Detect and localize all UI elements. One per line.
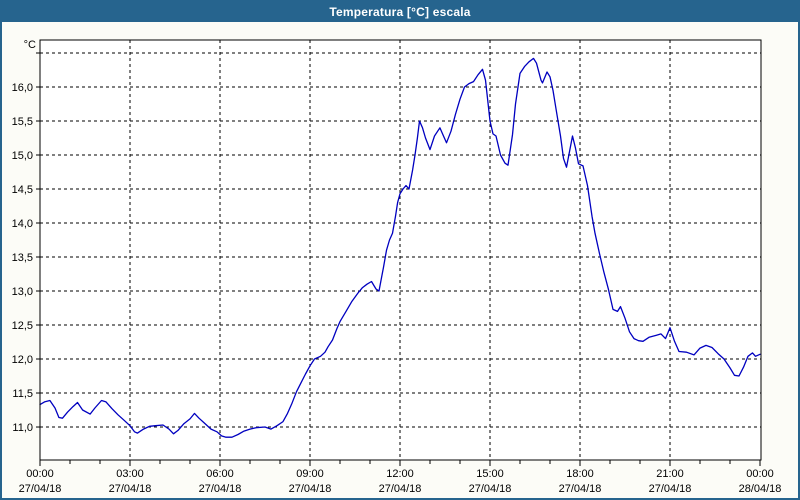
x-axis-date-label: 27/04/18: [19, 483, 62, 495]
temperature-line: [39, 57, 761, 438]
x-axis-time-label: 18:00: [566, 468, 594, 480]
x-axis-date-label: 27/04/18: [469, 483, 512, 495]
x-axis-date-label: 27/04/18: [199, 483, 242, 495]
y-axis-tick-label: 13,5: [12, 252, 33, 264]
x-axis-time-label: 15:00: [476, 468, 504, 480]
x-axis-date-label: 27/04/18: [649, 483, 692, 495]
y-axis-tick-label: 14,5: [12, 184, 33, 196]
x-axis-time-label: 12:00: [386, 468, 414, 480]
y-axis-tick-label: 11,0: [12, 422, 33, 434]
x-axis-date-label: 27/04/18: [289, 483, 332, 495]
x-axis-time-label: 00:00: [26, 468, 54, 480]
y-axis-unit-label: °C: [24, 39, 36, 51]
x-axis-time-label: 00:00: [746, 468, 774, 480]
x-axis-time-label: 03:00: [116, 468, 144, 480]
y-axis-tick-label: 14,0: [12, 218, 33, 230]
x-axis-time-label: 09:00: [296, 468, 324, 480]
y-axis-tick-label: 11,5: [12, 388, 33, 400]
y-axis-tick-label: 13,0: [12, 286, 33, 298]
x-axis-date-label: 28/04/18: [739, 483, 782, 495]
y-axis-tick-label: 15,5: [12, 116, 33, 128]
window-title: Temperatura [°C] escala: [329, 5, 471, 19]
x-axis-time-label: 21:00: [656, 468, 684, 480]
x-axis-date-label: 27/04/18: [559, 483, 602, 495]
x-axis-date-label: 27/04/18: [109, 483, 152, 495]
window-title-bar[interactable]: Temperatura [°C] escala: [2, 2, 798, 22]
y-axis-tick-label: 12,5: [12, 320, 33, 332]
y-axis-tick-label: 15,0: [12, 150, 33, 162]
y-axis-tick-label: 16,0: [12, 82, 33, 94]
x-axis-date-label: 27/04/18: [379, 483, 422, 495]
y-axis-tick-label: 12,0: [12, 354, 33, 366]
x-axis-time-label: 06:00: [206, 468, 234, 480]
